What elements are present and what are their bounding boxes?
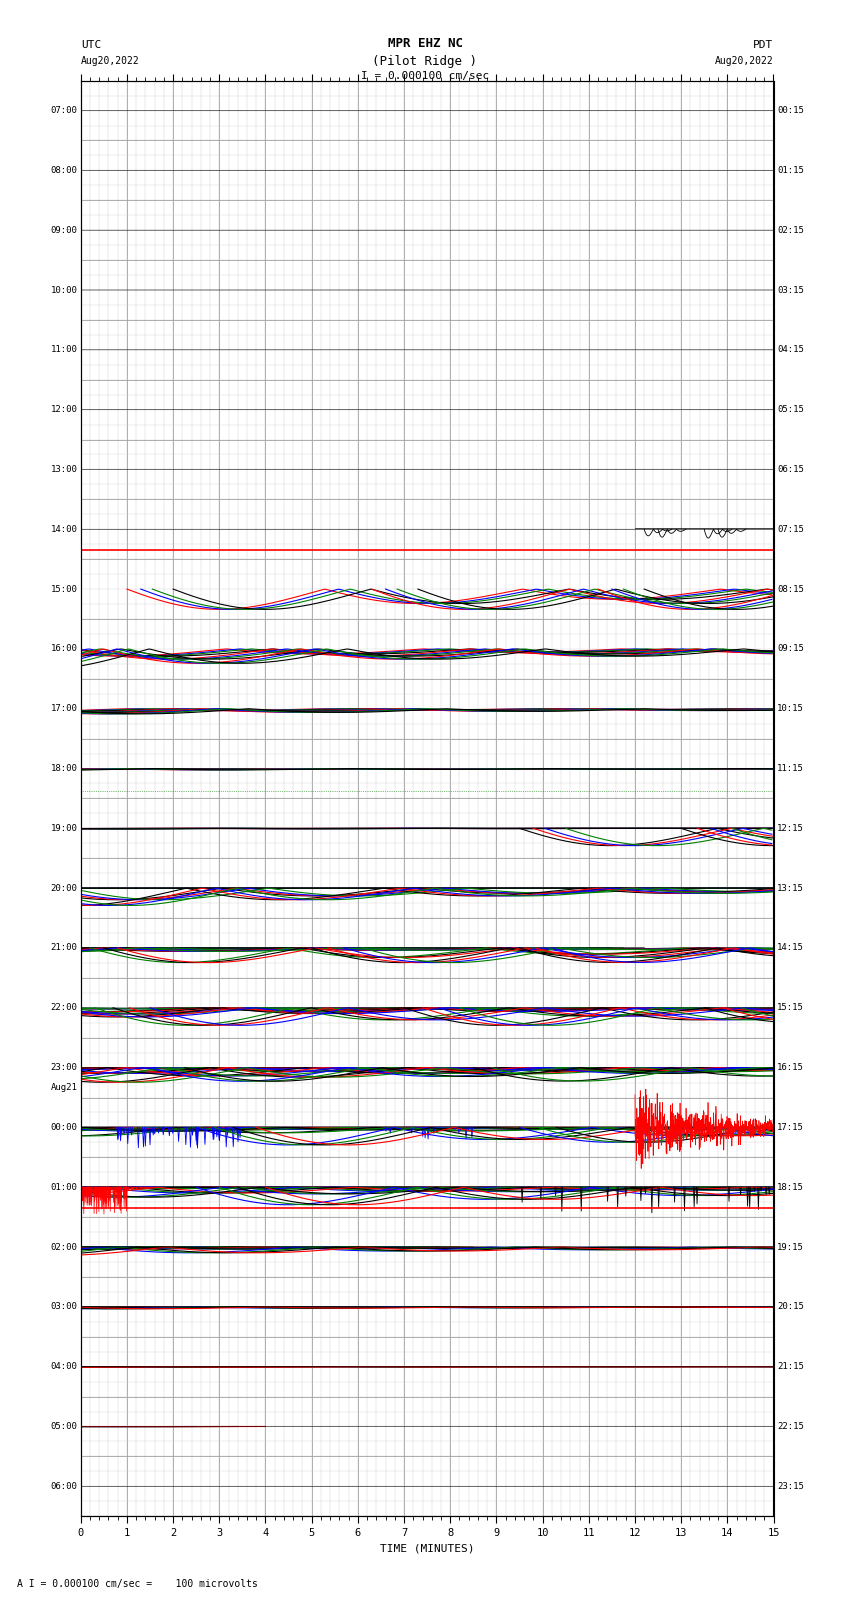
Text: 03:15: 03:15	[777, 286, 804, 295]
Text: 09:15: 09:15	[777, 645, 804, 653]
Text: 17:00: 17:00	[50, 705, 77, 713]
Text: 21:00: 21:00	[50, 944, 77, 952]
Text: 22:00: 22:00	[50, 1003, 77, 1013]
Text: 07:00: 07:00	[50, 106, 77, 115]
Text: 06:00: 06:00	[50, 1482, 77, 1490]
Text: 06:15: 06:15	[777, 465, 804, 474]
Text: 07:15: 07:15	[777, 524, 804, 534]
Text: Aug21: Aug21	[50, 1082, 77, 1092]
Text: 01:15: 01:15	[777, 166, 804, 174]
Text: 04:15: 04:15	[777, 345, 804, 355]
Text: 04:00: 04:00	[50, 1363, 77, 1371]
Text: 19:15: 19:15	[777, 1242, 804, 1252]
Text: 16:00: 16:00	[50, 645, 77, 653]
Text: 17:15: 17:15	[777, 1123, 804, 1132]
Text: 02:15: 02:15	[777, 226, 804, 234]
Text: UTC: UTC	[81, 40, 101, 50]
Text: 02:00: 02:00	[50, 1242, 77, 1252]
Text: 19:00: 19:00	[50, 824, 77, 832]
Text: 11:15: 11:15	[777, 765, 804, 773]
Text: 03:00: 03:00	[50, 1302, 77, 1311]
Text: 10:00: 10:00	[50, 286, 77, 295]
X-axis label: TIME (MINUTES): TIME (MINUTES)	[380, 1544, 474, 1553]
Text: 05:15: 05:15	[777, 405, 804, 415]
Text: 20:00: 20:00	[50, 884, 77, 892]
Text: 18:15: 18:15	[777, 1182, 804, 1192]
Text: 14:00: 14:00	[50, 524, 77, 534]
Text: 10:15: 10:15	[777, 705, 804, 713]
Text: 11:00: 11:00	[50, 345, 77, 355]
Text: I = 0.000100 cm/sec: I = 0.000100 cm/sec	[361, 71, 489, 81]
Text: 05:00: 05:00	[50, 1423, 77, 1431]
Text: 08:00: 08:00	[50, 166, 77, 174]
Text: A I = 0.000100 cm/sec =    100 microvolts: A I = 0.000100 cm/sec = 100 microvolts	[17, 1579, 258, 1589]
Text: PDT: PDT	[753, 40, 774, 50]
Text: 01:00: 01:00	[50, 1182, 77, 1192]
Text: 16:15: 16:15	[777, 1063, 804, 1073]
Text: 12:15: 12:15	[777, 824, 804, 832]
Text: (Pilot Ridge ): (Pilot Ridge )	[372, 55, 478, 68]
Text: 15:00: 15:00	[50, 584, 77, 594]
Text: MPR EHZ NC: MPR EHZ NC	[388, 37, 462, 50]
Text: 23:15: 23:15	[777, 1482, 804, 1490]
Text: 21:15: 21:15	[777, 1363, 804, 1371]
Text: 00:00: 00:00	[50, 1123, 77, 1132]
Text: 22:15: 22:15	[777, 1423, 804, 1431]
Text: 12:00: 12:00	[50, 405, 77, 415]
Text: 13:15: 13:15	[777, 884, 804, 892]
Text: 23:00: 23:00	[50, 1063, 77, 1073]
Text: Aug20,2022: Aug20,2022	[81, 56, 139, 66]
Text: 13:00: 13:00	[50, 465, 77, 474]
Text: Aug20,2022: Aug20,2022	[715, 56, 774, 66]
Text: 08:15: 08:15	[777, 584, 804, 594]
Text: 15:15: 15:15	[777, 1003, 804, 1013]
Text: 18:00: 18:00	[50, 765, 77, 773]
Text: 00:15: 00:15	[777, 106, 804, 115]
Text: 09:00: 09:00	[50, 226, 77, 234]
Text: 14:15: 14:15	[777, 944, 804, 952]
Text: 20:15: 20:15	[777, 1302, 804, 1311]
